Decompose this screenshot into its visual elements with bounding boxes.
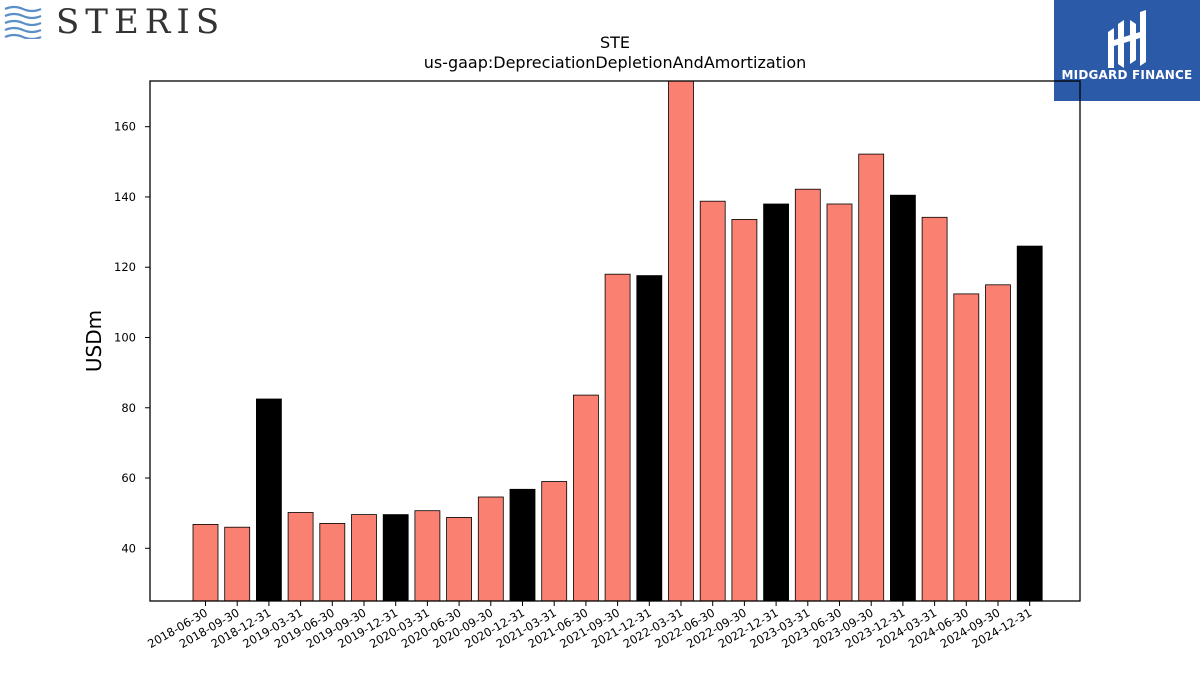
bar-2022-06-30 <box>699 200 726 602</box>
bar-2024-03-31 <box>921 216 948 602</box>
bar-2019-03-31 <box>287 512 314 602</box>
bar-2022-12-31 <box>763 203 789 602</box>
bar-2019-09-30 <box>351 514 377 602</box>
y-tick-label: 120 <box>114 260 136 274</box>
bar-2023-09-30 <box>858 153 885 602</box>
bar-2020-06-30 <box>446 517 473 602</box>
midgard-mark-icon <box>1108 10 1146 68</box>
steris-wordmark: STERIS <box>56 2 226 42</box>
bar-2023-12-31 <box>890 194 916 602</box>
midgard-finance-logo: MIDGARD FINANCE <box>1054 0 1200 101</box>
y-tick-label: 140 <box>114 190 136 204</box>
bar-2022-03-31 <box>668 80 694 602</box>
bar-2022-09-30 <box>731 218 758 602</box>
plot-frame <box>149 80 1081 602</box>
bar-2024-06-30 <box>953 293 980 602</box>
chart-title: STE <box>600 33 630 52</box>
y-axis-label: USDm <box>82 310 106 372</box>
bar-2020-09-30 <box>477 496 504 602</box>
bar-2020-12-31 <box>509 488 536 602</box>
midgard-brand-text: MIDGARD FINANCE <box>1061 68 1193 82</box>
bar-2021-06-30 <box>573 394 599 602</box>
y-tick-label: 100 <box>114 330 136 344</box>
bar-2024-09-30 <box>985 284 1011 602</box>
bar-2023-06-30 <box>826 203 853 602</box>
bars-group <box>192 80 1043 602</box>
y-tick-label: 160 <box>114 120 136 134</box>
bar-2019-12-31 <box>382 514 409 602</box>
steris-logo: STERIS <box>4 2 225 42</box>
bar-2018-09-30 <box>224 526 251 602</box>
bar-2021-12-31 <box>636 275 663 602</box>
y-ticks: 40 60 80 100 120 140 160 <box>114 120 150 555</box>
y-tick-label: 60 <box>121 471 136 485</box>
bar-2024-12-31 <box>1016 245 1043 602</box>
bar-2019-06-30 <box>319 523 346 602</box>
steris-waves-icon <box>4 5 42 39</box>
y-tick-label: 80 <box>121 401 136 415</box>
bar-2021-09-30 <box>604 273 631 602</box>
bar-2018-12-31 <box>255 398 282 602</box>
y-tick-label: 40 <box>121 541 136 555</box>
bar-2018-06-30 <box>192 524 219 602</box>
bar-2021-03-31 <box>541 481 568 602</box>
chart-subtitle: us-gaap:DepreciationDepletionAndAmortiza… <box>424 53 807 72</box>
bar-2023-03-31 <box>794 188 821 602</box>
bar-2020-03-31 <box>414 510 441 602</box>
x-ticks: 2018-06-302018-09-302018-12-312019-03-31… <box>145 601 1034 651</box>
